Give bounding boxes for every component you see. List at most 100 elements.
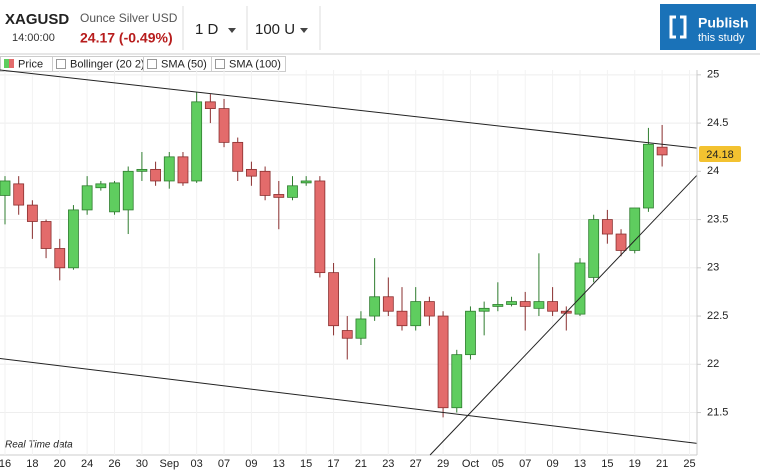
candle-body (423, 301, 435, 317)
candle-body (396, 310, 408, 327)
x-tick-label: 21 (355, 458, 367, 470)
publish-button[interactable]: Publish this study (660, 4, 756, 50)
y-tick-label: 24.5 (707, 117, 728, 129)
legend-swatch-down (9, 59, 14, 68)
legend-item (211, 56, 286, 72)
candle-body (656, 146, 668, 156)
trend-line (0, 69, 698, 149)
x-tick-label: 21 (656, 458, 668, 470)
y-tick-label: 25 (707, 69, 719, 81)
candle-body (519, 301, 531, 307)
x-tick-label: Sep (159, 458, 179, 470)
interval-select[interactable]: 1 D (195, 21, 219, 38)
legend-swatch-up (4, 59, 9, 68)
legend-label: SMA (50) (161, 58, 207, 70)
candle-body (629, 207, 641, 251)
y-tick-label: 23.5 (707, 213, 728, 225)
x-tick-label: 23 (382, 458, 394, 470)
last-price-label: 24.18 (706, 149, 734, 161)
candle-body (615, 233, 627, 251)
candle-body (492, 304, 504, 307)
candle-body (574, 262, 586, 315)
symbol: XAGUSD (5, 11, 69, 28)
x-tick-label: 13 (574, 458, 586, 470)
candle-body (40, 221, 52, 249)
legend-checkbox (215, 59, 225, 69)
x-tick-label: 30 (136, 458, 148, 470)
candle-body (533, 301, 545, 309)
candle-body (314, 180, 326, 274)
candle-body (232, 141, 244, 172)
x-tick-label: 07 (519, 458, 531, 470)
candle-body (150, 168, 161, 182)
axis-background (697, 70, 760, 457)
legend-label: Price (18, 58, 43, 70)
x-tick-label: 24 (81, 458, 93, 470)
dropdown-arrow[interactable] (300, 28, 308, 33)
y-tick-label: 22.5 (707, 310, 728, 322)
x-tick-label: Oct (462, 458, 479, 470)
x-tick-label: 17 (327, 458, 339, 470)
legend-checkbox (147, 59, 157, 69)
description: Ounce Silver USD (80, 11, 178, 25)
price-change: 24.17 (-0.49%) (80, 30, 173, 46)
candle-body (547, 301, 558, 312)
candle-body (382, 296, 394, 312)
x-tick-label: 13 (273, 458, 285, 470)
publish-icon-gap[interactable] (676, 14, 680, 40)
trend-line (0, 358, 698, 444)
candle-body (81, 185, 93, 211)
y-tick-label: 22 (707, 358, 719, 370)
x-tick-label: 26 (108, 458, 120, 470)
candle-body (437, 315, 449, 409)
candle-body (13, 183, 25, 206)
time: 14:00:00 (12, 32, 55, 44)
candle-body (273, 194, 285, 198)
note: Real Time data (5, 440, 73, 451)
legend-label: Bollinger (20 2) (70, 58, 145, 70)
x-tick-label: 15 (300, 458, 312, 470)
candle-body (465, 310, 476, 356)
candle-body (588, 219, 600, 278)
x-tick-label: 09 (245, 458, 257, 470)
dropdown-arrow[interactable] (228, 28, 236, 33)
x-tick-label: 05 (492, 458, 504, 470)
x-tick-label: 09 (546, 458, 558, 470)
candle-body (328, 272, 339, 327)
candle-body (109, 182, 120, 213)
legend-label: SMA (100) (229, 58, 281, 70)
publish-subtitle[interactable]: this study (698, 32, 745, 44)
x-tick-label: 20 (54, 458, 66, 470)
candle-body (410, 301, 422, 327)
candle-body (478, 307, 490, 312)
y-tick-label: 21.5 (707, 406, 728, 418)
candle-body (54, 248, 66, 269)
publish-title[interactable]: Publish (698, 15, 749, 31)
x-tick-label: 25 (683, 458, 695, 470)
candle-body (122, 170, 134, 211)
candle-body (369, 296, 381, 317)
legend: Price Bollinger (20 2) SMA (50) SMA (100) (0, 56, 286, 72)
legend-checkbox (56, 59, 66, 69)
candle-body (136, 168, 148, 172)
candle-body (601, 219, 613, 235)
candle-body (68, 209, 79, 269)
candle-body (643, 143, 654, 209)
candle-body (204, 101, 216, 109)
x-tick-label: 16 (0, 458, 11, 470)
candle-body (300, 180, 312, 184)
candle-body (95, 183, 107, 189)
last-price-tag (699, 145, 741, 162)
x-tick-label: 29 (437, 458, 449, 470)
units-select[interactable]: 100 U (255, 21, 295, 38)
candle-body (218, 108, 230, 143)
candle-body (259, 170, 271, 196)
y-tick-label: 23 (707, 262, 719, 274)
trend-line (429, 174, 698, 456)
x-tick-label: 18 (26, 458, 38, 470)
x-tick-label: 19 (629, 458, 641, 470)
candle-body (0, 180, 11, 196)
x-tick-label: 07 (218, 458, 230, 470)
candle-body (341, 330, 353, 339)
